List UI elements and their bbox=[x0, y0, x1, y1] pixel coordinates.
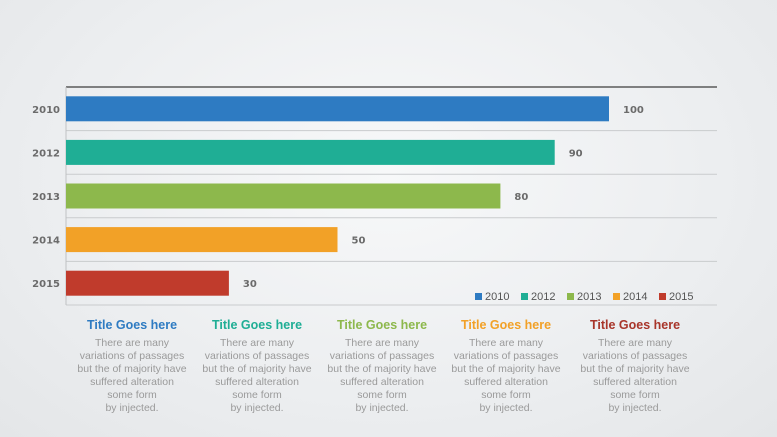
bar-2010 bbox=[66, 96, 609, 122]
y-tick-label: 2014 bbox=[32, 236, 60, 247]
legend-entry: 2015 bbox=[669, 291, 693, 303]
chart-bars bbox=[66, 96, 609, 296]
column-body: There are many variations of passages bu… bbox=[327, 337, 437, 414]
data-label: 30 bbox=[243, 279, 257, 290]
y-tick-labels: 2010 2012 2013 2014 2015 bbox=[32, 105, 60, 290]
y-tick-label: 2012 bbox=[32, 148, 60, 159]
column-title: Title Goes here bbox=[589, 318, 681, 332]
y-tick-label: 2010 bbox=[32, 105, 60, 116]
legend-swatch bbox=[475, 293, 482, 300]
y-tick-label: 2015 bbox=[32, 279, 60, 290]
data-label: 50 bbox=[352, 236, 366, 247]
column-body: There are many variations of passages bu… bbox=[580, 337, 690, 414]
data-label: 80 bbox=[514, 192, 528, 203]
description-column-3: Title Goes here There are many variation… bbox=[320, 318, 444, 415]
legend-entry: 2010 bbox=[485, 291, 509, 303]
y-tick-label: 2013 bbox=[32, 192, 60, 203]
column-title: Title Goes here bbox=[336, 318, 428, 332]
description-column-5: Title Goes here There are many variation… bbox=[573, 318, 697, 415]
column-body: There are many variations of passages bu… bbox=[77, 337, 187, 414]
bar-2014 bbox=[66, 227, 338, 253]
column-title: Title Goes here bbox=[86, 318, 178, 332]
legend-swatch bbox=[567, 293, 574, 300]
data-labels: 100 90 80 50 30 bbox=[243, 105, 644, 290]
description-column-1: Title Goes here There are many variation… bbox=[70, 318, 194, 415]
bar-2015 bbox=[66, 270, 229, 296]
chart-grid bbox=[65, 86, 717, 306]
description-column-4: Title Goes here There are many variation… bbox=[444, 318, 568, 415]
description-columns: Title Goes here There are many variation… bbox=[70, 318, 700, 428]
legend-swatch bbox=[659, 293, 666, 300]
legend-entry: 2012 bbox=[531, 291, 555, 303]
data-label: 100 bbox=[623, 105, 644, 116]
column-body: There are many variations of passages bu… bbox=[202, 337, 312, 414]
column-title: Title Goes here bbox=[211, 318, 303, 332]
bar-2013 bbox=[66, 183, 501, 209]
bar-2012 bbox=[66, 139, 555, 165]
column-body: There are many variations of passages bu… bbox=[451, 337, 561, 414]
legend-entry: 2014 bbox=[623, 291, 647, 303]
description-column-2: Title Goes here There are many variation… bbox=[195, 318, 319, 415]
legend-entry: 2013 bbox=[577, 291, 601, 303]
legend-swatch bbox=[521, 293, 528, 300]
legend-swatch bbox=[613, 293, 620, 300]
chart-legend: 2010 2012 2013 2014 2015 bbox=[475, 291, 693, 303]
data-label: 90 bbox=[569, 148, 583, 159]
column-title: Title Goes here bbox=[460, 318, 552, 332]
